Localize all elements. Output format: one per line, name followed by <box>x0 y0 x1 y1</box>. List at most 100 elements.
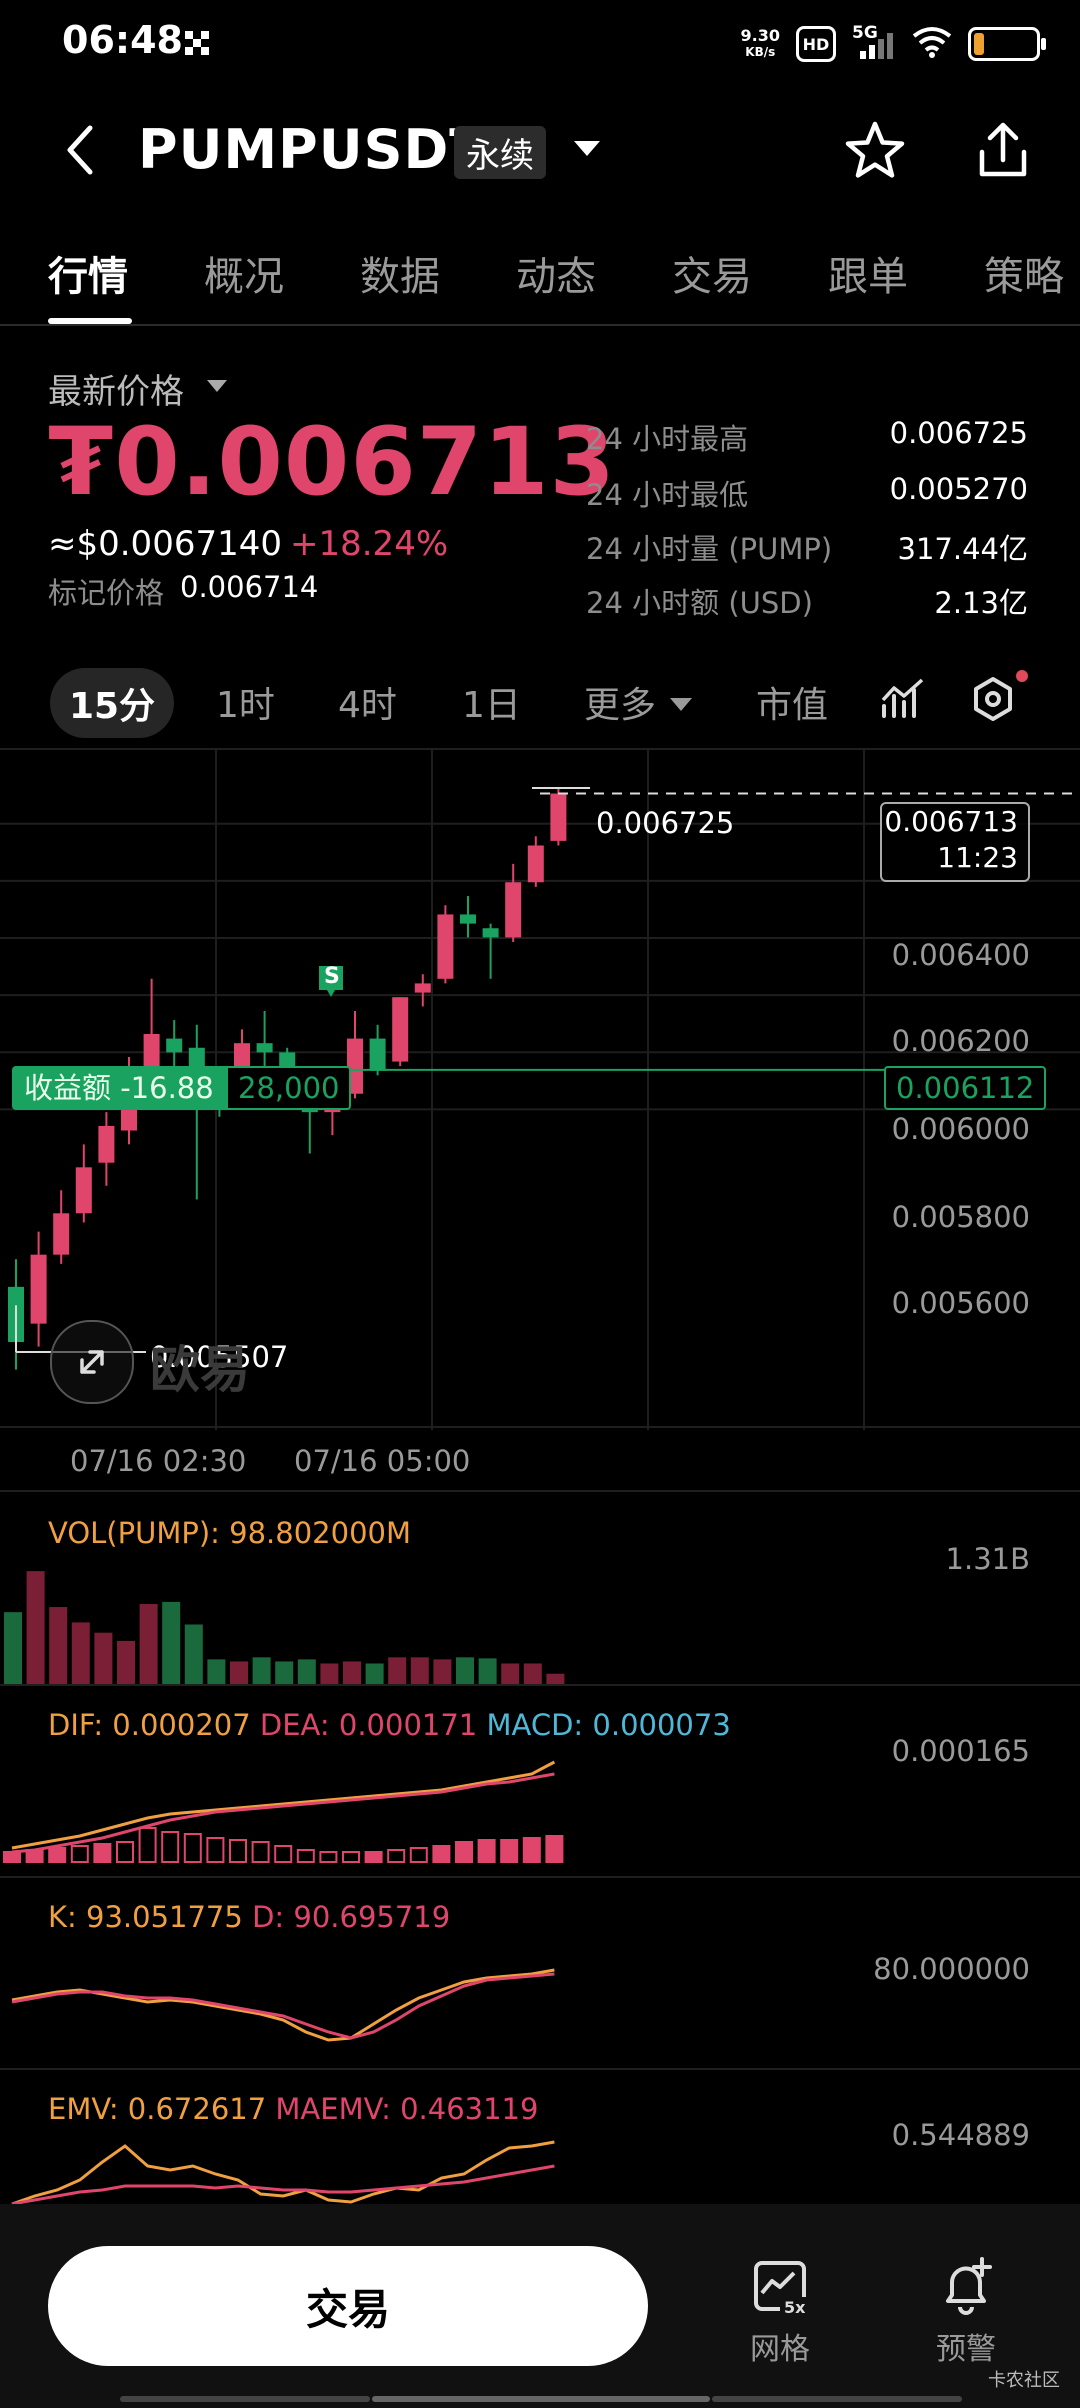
tab-data[interactable]: 数据 <box>360 254 440 300</box>
macd-bar <box>93 1843 112 1863</box>
price-alert-button[interactable]: 预警 <box>906 2252 1026 2368</box>
volume-bar <box>320 1663 339 1684</box>
divider <box>0 1684 1080 1686</box>
position-qty-tag[interactable]: 28,000 <box>226 1066 352 1110</box>
volume-bar <box>207 1659 226 1684</box>
macd-bar <box>342 1851 360 1863</box>
volume-bar <box>139 1603 158 1684</box>
y-tick: 0.005800 <box>891 1200 1030 1234</box>
macd-bar <box>183 1833 202 1863</box>
fullscreen-expand-icon[interactable] <box>50 1320 134 1404</box>
macd-dea-line <box>11 1772 555 1854</box>
volume-bar <box>26 1571 45 1684</box>
macd-bar <box>229 1839 247 1863</box>
back-button[interactable] <box>60 122 100 182</box>
candle-body <box>550 793 567 841</box>
corner-watermark: 卡农社区 <box>988 2370 1060 2391</box>
stat-24h-high-value: 0.006725 <box>889 416 1028 450</box>
maemv-line <box>11 2164 555 2204</box>
macd-bar <box>48 1847 67 1863</box>
interval-4h[interactable]: 4时 <box>338 685 397 726</box>
volume-bar <box>456 1657 474 1684</box>
interval-1d[interactable]: 1日 <box>462 685 521 726</box>
market-cap-toggle[interactable]: 市值 <box>756 685 829 726</box>
trade-button[interactable]: 交易 <box>48 2246 648 2366</box>
grid-button[interactable]: 5x 网格 <box>720 2252 840 2368</box>
macd-bar <box>138 1827 157 1863</box>
candle-body <box>75 1167 92 1214</box>
interval-more[interactable]: 更多 <box>584 685 657 726</box>
tab-market[interactable]: 行情 <box>48 254 128 300</box>
interval-15m[interactable]: 15分 <box>50 668 174 738</box>
tab-news[interactable]: 动态 <box>516 254 596 300</box>
indicator-icon[interactable] <box>880 676 926 726</box>
home-indicator <box>372 2396 710 2402</box>
stat-24h-low-value: 0.005270 <box>889 472 1028 506</box>
tab-copy-trading[interactable]: 跟单 <box>828 254 908 300</box>
grid-bot-icon: 5x <box>720 2252 840 2322</box>
candle-body <box>166 1038 183 1053</box>
mark-price-value: 0.006714 <box>180 570 319 604</box>
vol-label: VOL(PUMP): 98.802000M <box>48 1516 411 1550</box>
volume-bar <box>275 1661 294 1684</box>
macd-bar <box>477 1839 496 1863</box>
tab-trade[interactable]: 交易 <box>672 254 752 300</box>
volume-bar <box>162 1601 181 1684</box>
status-icons: 9.30 KB/s HD 5G <box>740 22 1046 66</box>
chart-settings-icon[interactable] <box>970 676 1016 726</box>
high-marker-label: 0.006725 <box>596 806 735 840</box>
net-speed: 9.30 KB/s <box>740 26 780 59</box>
stat-24h-volume-value: 317.44亿 <box>897 532 1028 566</box>
maemv-value: MAEMV: 0.463119 <box>275 2092 539 2126</box>
emv-value: EMV: 0.672617 <box>48 2092 267 2126</box>
wifi-icon <box>912 26 952 62</box>
candle-body <box>392 997 409 1062</box>
macd-bar <box>3 1851 21 1863</box>
kd-labels: K: 93.051775 D: 90.695719 <box>48 1900 450 1934</box>
interval-1h[interactable]: 1时 <box>216 685 275 726</box>
volume-bar <box>388 1657 407 1684</box>
symbol-title[interactable]: PUMPUSDT <box>138 118 488 181</box>
divider <box>0 1490 1080 1492</box>
macd-bar <box>500 1839 519 1863</box>
tab-strategy[interactable]: 策略 <box>984 254 1064 300</box>
volume-bar <box>252 1657 271 1684</box>
macd-bar <box>274 1845 293 1863</box>
chart-top-divider <box>0 748 1080 750</box>
macd-bar <box>364 1851 383 1863</box>
favorite-star-icon[interactable] <box>842 118 908 188</box>
volume-bar <box>343 1661 361 1684</box>
latest-price-label[interactable]: 最新价格 <box>48 372 184 412</box>
stat-24h-turnover-value: 2.13亿 <box>934 586 1028 620</box>
position-pnl-tag[interactable]: 收益额 -16.88 <box>12 1066 226 1110</box>
macd-dea: DEA: 0.000171 <box>259 1708 478 1742</box>
tab-overview[interactable]: 概况 <box>204 254 284 300</box>
candle-body <box>98 1125 115 1163</box>
kd-d-line <box>11 1972 555 2040</box>
status-bar: 06:48 9.30 KB/s HD 5G <box>0 0 1080 86</box>
macd-bar <box>545 1835 564 1863</box>
macd-bar <box>251 1841 270 1863</box>
settings-notification-dot <box>1016 670 1028 682</box>
svg-text:5x: 5x <box>784 2298 806 2317</box>
macd-bar <box>455 1841 473 1863</box>
kd-chart <box>11 1968 555 2042</box>
macd-labels: DIF: 0.000207 DEA: 0.000171 MACD: 0.0000… <box>48 1708 731 1742</box>
approx-usd-price: ≈$0.0067140 <box>48 524 282 564</box>
share-icon[interactable] <box>970 118 1036 188</box>
watermark-logo: 欧易 <box>150 1341 250 1399</box>
candle-body <box>256 1043 273 1053</box>
more-dropdown-icon[interactable] <box>670 698 692 711</box>
macd-bar <box>432 1845 451 1863</box>
stat-24h-turnover-label: 24 小时额 (USD) <box>586 586 813 620</box>
volume-bar <box>410 1657 429 1684</box>
volume-bar <box>71 1622 90 1684</box>
signal-icon: 5G <box>852 23 896 61</box>
mark-price-label: 标记价格 <box>48 576 165 610</box>
price-type-dropdown-icon[interactable] <box>207 380 227 392</box>
macd-bar <box>522 1837 541 1863</box>
candle-body <box>53 1213 70 1255</box>
symbol-dropdown-icon[interactable] <box>574 141 600 156</box>
macd-bar <box>206 1837 225 1863</box>
last-price: ₮0.006713 <box>48 408 616 517</box>
